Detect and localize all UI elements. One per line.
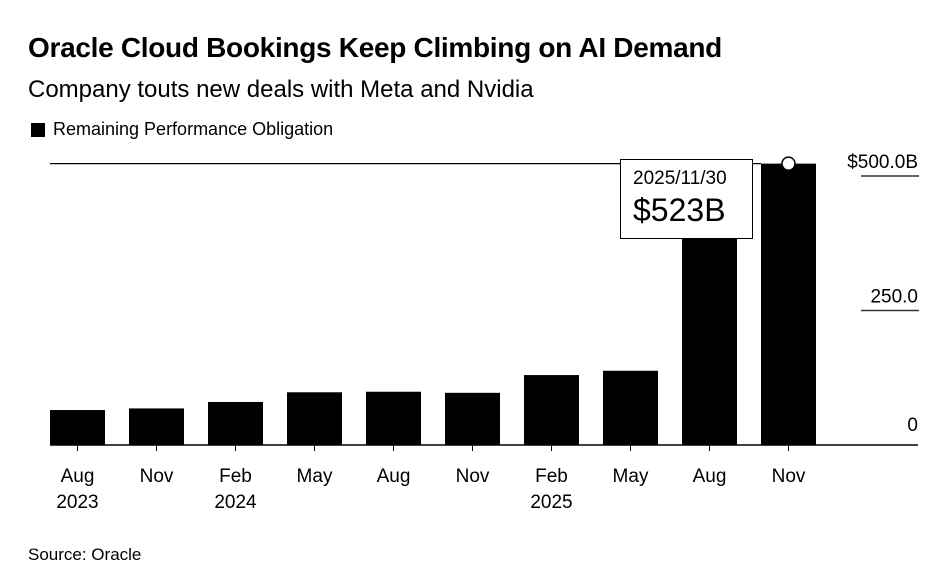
legend: Remaining Performance Obligation — [31, 119, 333, 140]
x-tick-label: Aug — [693, 466, 727, 487]
tooltip-value: $523B — [633, 192, 726, 228]
bar-aug-2025 — [682, 200, 737, 445]
bar-nov-2024 — [445, 392, 500, 445]
x-tick-label: Feb — [219, 466, 252, 487]
x-tick-label: May — [613, 466, 649, 487]
x-tick-label: May — [297, 466, 333, 487]
bar-may-2024 — [287, 392, 342, 445]
x-tick-year-label: 2024 — [214, 492, 257, 513]
bar-aug-2023 — [50, 410, 105, 445]
highlight-point — [781, 156, 796, 171]
y-tick-label: 0 — [907, 415, 918, 436]
x-tick-label: Nov — [456, 466, 490, 487]
x-tick-label: Nov — [772, 466, 806, 487]
bar-nov-2023 — [129, 408, 184, 445]
x-tick-label: Nov — [140, 466, 174, 487]
y-tick-label: $500.0B — [847, 152, 918, 173]
tooltip-date: 2025/11/30 — [633, 168, 727, 189]
legend-label: Remaining Performance Obligation — [53, 119, 334, 139]
x-tick-label: Aug — [61, 466, 95, 487]
bar-may-2025 — [603, 370, 658, 445]
x-tick-year-label: 2025 — [530, 492, 572, 513]
bar-nov-2025 — [761, 163, 816, 445]
legend-swatch — [31, 122, 45, 137]
x-tick-label: Feb — [535, 466, 568, 487]
chart-subtitle: Company touts new deals with Meta and Nv… — [28, 76, 534, 103]
bar-feb-2024 — [208, 401, 263, 445]
bar-feb-2025 — [524, 375, 579, 445]
chart-title: Oracle Cloud Bookings Keep Climbing on A… — [28, 32, 722, 63]
bar-aug-2024 — [366, 391, 421, 445]
source-note: Source: Oracle — [28, 545, 142, 564]
x-tick-year-label: 2023 — [56, 492, 98, 513]
tooltip: 2025/11/30 $523B — [620, 159, 753, 239]
x-tick-label: Aug — [377, 466, 411, 487]
y-tick-label: 250.0 — [870, 287, 918, 308]
